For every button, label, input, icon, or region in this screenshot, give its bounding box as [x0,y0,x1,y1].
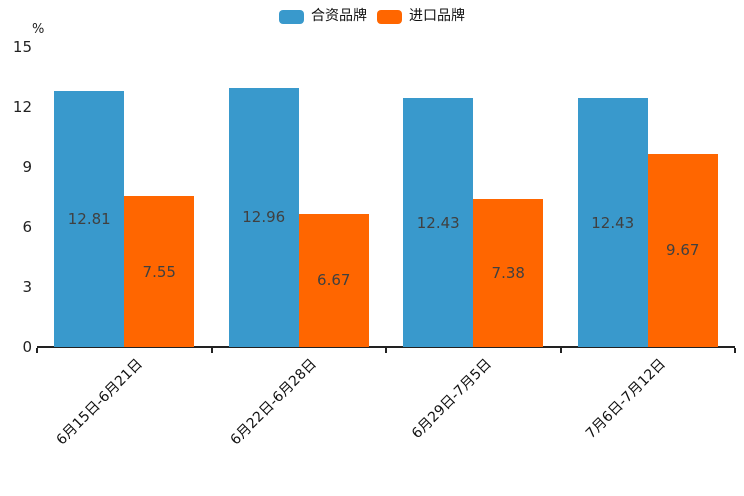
legend-item-joint-venture-brands[interactable]: 合资品牌 [279,8,367,25]
x-tick-label: 6月15日-6月21日 [53,356,146,449]
bar-joint-venture-3[interactable] [403,98,474,347]
x-axis-tick [36,348,38,353]
legend-item-imported-brands[interactable]: 进口品牌 [377,8,465,25]
x-axis-tick [734,348,736,353]
bar-value-label: 12.43 [591,213,635,232]
y-axis-unit-label: % [32,22,45,37]
x-axis-tick [385,348,387,353]
bar-imported-2[interactable] [298,213,369,347]
bar-imported-3[interactable] [473,199,544,347]
bar-value-label: 9.67 [666,241,700,260]
y-tick-label: 12 [12,98,32,116]
y-tick-label: 6 [22,218,32,236]
x-axis-line [37,346,735,348]
y-tick-label: 0 [22,338,32,356]
bar-value-label: 12.81 [67,209,111,228]
bar-value-label: 6.67 [317,271,351,290]
bar-imported-1[interactable] [124,196,195,347]
x-tick-label: 6月29日-7月5日 [408,356,495,442]
y-tick-label: 3 [22,278,32,296]
x-tick-label: 6月22日-6月28日 [227,356,321,449]
legend-label-imported-brands: 进口品牌 [409,8,465,24]
y-tick-label: 15 [12,38,32,56]
bar-joint-venture-2[interactable] [228,87,299,347]
x-axis-tick [559,348,562,353]
bar-value-label: 7.38 [491,264,525,283]
bar-joint-venture-1[interactable] [54,90,125,347]
bar-joint-venture-4[interactable] [577,98,648,347]
y-tick-label: 9 [22,158,32,176]
bar-value-label: 12.43 [416,213,460,232]
bar-imported-4[interactable] [647,153,718,347]
legend: 合资品牌 进口品牌 [0,8,744,25]
legend-label-joint-venture-brands: 合资品牌 [311,8,367,24]
x-tick-label: 7月6日-7月12日 [583,356,670,442]
x-axis-tick [210,348,213,353]
bar-value-label: 7.55 [142,262,176,281]
bar-value-label: 12.96 [242,208,286,227]
legend-swatch-blue-icon [279,9,304,24]
legend-swatch-orange-icon [377,9,402,24]
